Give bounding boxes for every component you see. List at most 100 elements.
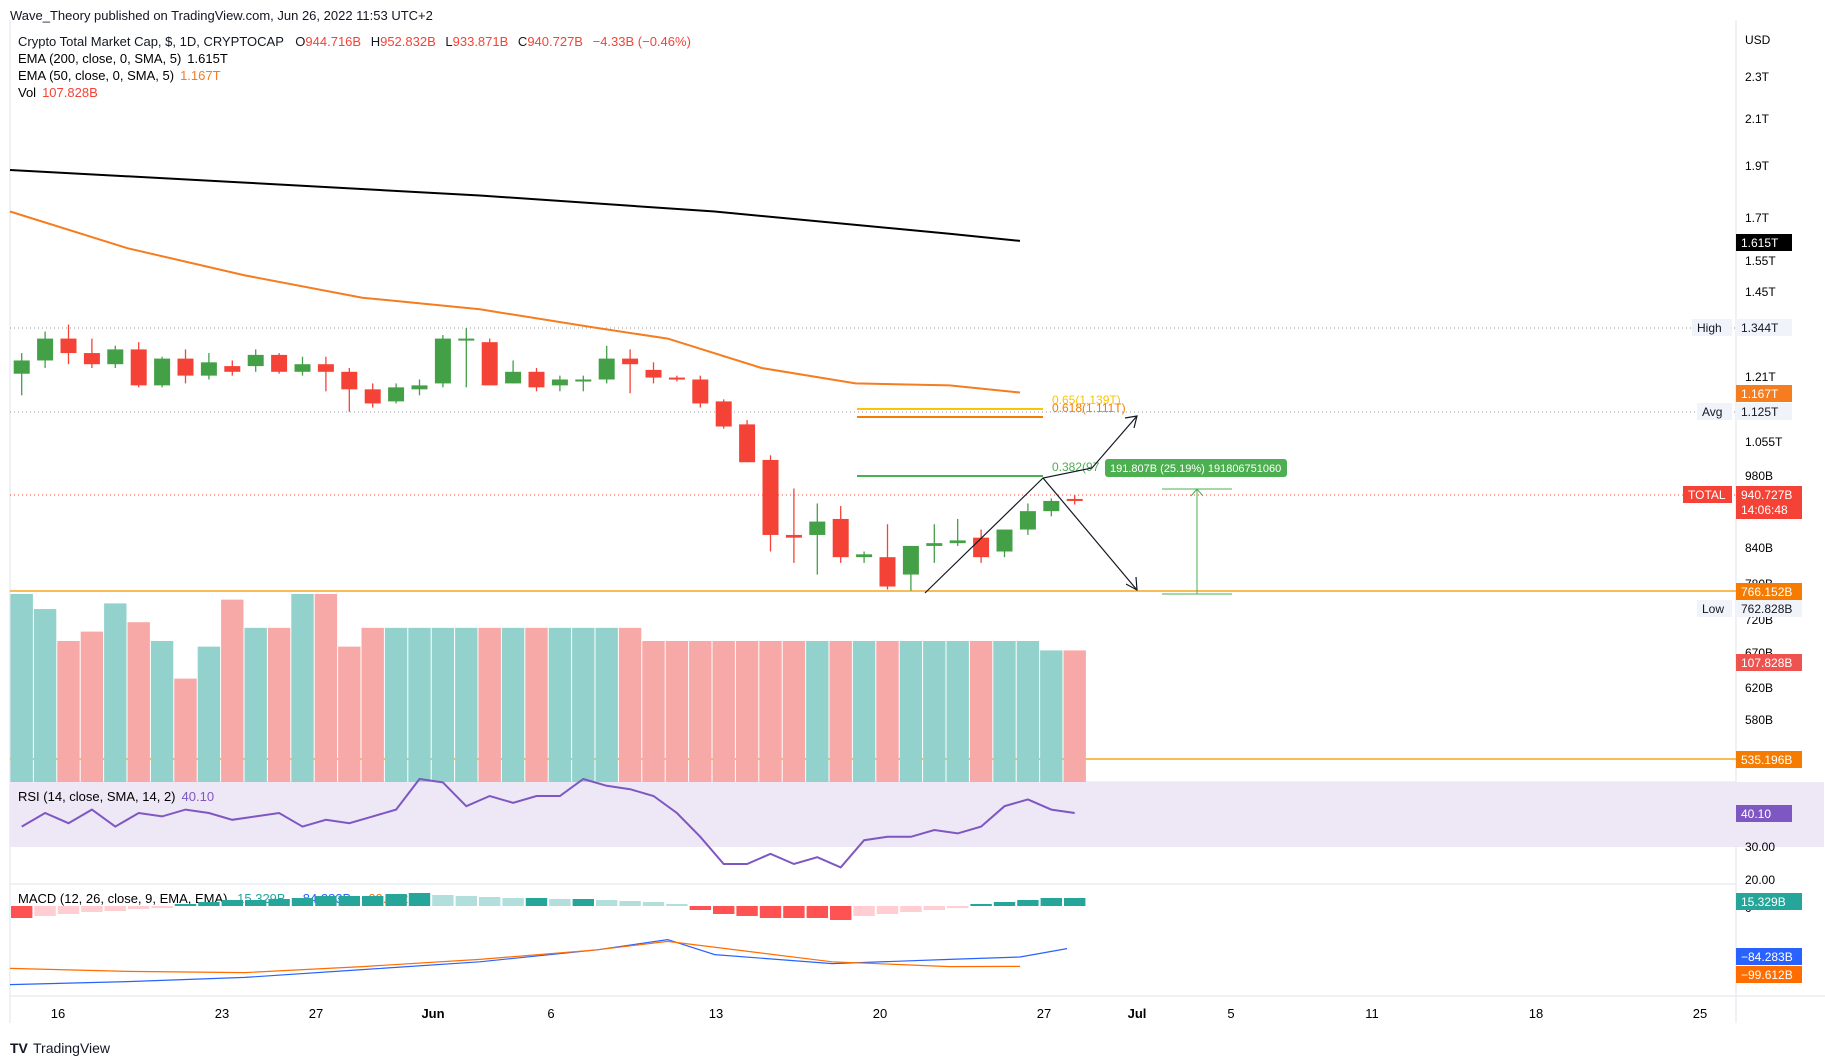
- badge-low-text: 762.828B: [1741, 602, 1792, 616]
- badge-signal-line[interactable]: −99.612B: [1736, 966, 1802, 983]
- candle-body: [645, 369, 662, 378]
- signal-line[interactable]: [9, 940, 1021, 974]
- badge-ema200[interactable]: 1.615T: [1736, 234, 1792, 251]
- time-axis[interactable]: 16 23 27 Jun 6 13 20 27 Jul 5 11 18 25: [51, 1006, 1707, 1021]
- legend-rsi-label: RSI (14, close, SMA, 14, 2): [18, 789, 176, 804]
- macd-hist-bar: [736, 906, 758, 916]
- candle-body: [294, 364, 311, 372]
- badge-high[interactable]: High 1.344T: [1692, 319, 1792, 336]
- fib-618-label: 0.618(1.111T): [1052, 401, 1126, 415]
- legend-ema200[interactable]: EMA (200, close, 0, SMA, 5) 1.615T: [18, 51, 228, 66]
- time-tick: 23: [215, 1006, 229, 1021]
- macd-hist-bar: [783, 906, 805, 918]
- volume-bar: [595, 627, 618, 782]
- volume-bar: [267, 627, 291, 782]
- projection-path-down[interactable]: [1042, 477, 1138, 591]
- badge-avg[interactable]: Avg 1.125T: [1697, 403, 1792, 420]
- macd-line[interactable]: [9, 938, 1068, 986]
- macd-hist-bar: [830, 906, 852, 920]
- candle-body: [224, 366, 241, 372]
- volume-bar: [852, 641, 876, 782]
- candle-body: [715, 401, 732, 427]
- badge-vol-text: 107.828B: [1741, 656, 1792, 670]
- price-tick: 1.055T: [1745, 435, 1783, 449]
- badge-ema50-text: 1.167T: [1741, 387, 1779, 401]
- legend-rsi-value: 40.10: [182, 789, 215, 804]
- macd-hist-bar: [221, 900, 243, 906]
- badge-macd-hist[interactable]: 15.329B: [1736, 893, 1802, 910]
- candle-body: [200, 362, 217, 376]
- macd-hist-bar: [876, 906, 899, 914]
- badge-support2[interactable]: 535.196B: [1736, 751, 1802, 768]
- badge-rsi[interactable]: 40.10: [1736, 805, 1792, 822]
- legend-macd-label: MACD (12, 26, close, 9, EMA, EMA): [18, 891, 228, 906]
- candle-body: [1043, 500, 1060, 512]
- legend-ema50-value: 1.167T: [180, 68, 221, 83]
- time-tick: 25: [1693, 1006, 1707, 1021]
- badge-total-countdown: 14:06:48: [1741, 503, 1788, 517]
- legend-ema50[interactable]: EMA (50, close, 0, SMA, 5) 1.167T: [18, 68, 221, 83]
- macd-hist-bar: [502, 898, 524, 906]
- macd-hist-bar: [338, 896, 360, 906]
- legend-ema200-value: 1.615T: [187, 51, 228, 66]
- tradingview-logo[interactable]: TV TradingView: [10, 1040, 111, 1056]
- macd-hist-bar: [853, 906, 875, 916]
- candle-body: [1066, 498, 1083, 501]
- measure-tool[interactable]: 191.807B (25.19%) 191806751060: [1105, 459, 1287, 595]
- macd-hist-bar: [362, 896, 384, 906]
- time-tick: 16: [51, 1006, 65, 1021]
- macd-hist-bar: [128, 906, 150, 909]
- candle-body: [364, 389, 381, 404]
- badge-macd-line[interactable]: −84.283B: [1736, 948, 1802, 965]
- volume-bar: [338, 646, 361, 782]
- legend-o-value: 944.716B: [305, 34, 361, 49]
- macd-hist-bar: [34, 906, 56, 916]
- candle-body: [83, 353, 100, 365]
- volume-bar: [618, 627, 642, 782]
- badge-low-tag: Low: [1702, 602, 1724, 616]
- volume-bar: [993, 641, 1016, 782]
- volume-bar: [478, 627, 501, 782]
- candle-body: [271, 354, 288, 372]
- volume-bar: [782, 641, 806, 782]
- macd-hist-bar: [104, 906, 126, 911]
- macd-hist-bar: [245, 900, 267, 906]
- legend-vol[interactable]: Vol 107.828B: [18, 85, 98, 100]
- rsi-axis[interactable]: 30.00 20.00: [1745, 840, 1775, 887]
- macd-hist-bar: [1064, 898, 1086, 906]
- candle-body: [177, 358, 194, 376]
- macd-hist-bar: [1040, 898, 1062, 906]
- badge-total[interactable]: TOTAL 940.727B 14:06:48: [1683, 486, 1802, 519]
- legend-rsi[interactable]: RSI (14, close, SMA, 14, 2) 40.10: [18, 789, 214, 804]
- badge-rsi-text: 40.10: [1741, 807, 1771, 821]
- time-tick: 20: [873, 1006, 887, 1021]
- macd-hist-bar: [666, 904, 688, 906]
- volume-bar: [291, 594, 314, 782]
- projection-path-up[interactable]: [924, 415, 1138, 594]
- volume-bar: [735, 641, 759, 782]
- volume-bar: [876, 641, 899, 782]
- candle-body: [762, 459, 779, 535]
- badge-support[interactable]: 766.152B: [1736, 583, 1802, 600]
- candle-body: [434, 338, 451, 384]
- tv-logo-icon: TV: [10, 1040, 29, 1056]
- badge-ema50[interactable]: 1.167T: [1736, 385, 1792, 402]
- legend-l-value: 933.871B: [453, 34, 509, 49]
- time-tick: 13: [709, 1006, 723, 1021]
- ema200-line[interactable]: [9, 169, 1021, 242]
- candle-body: [785, 534, 802, 538]
- fib-382-label: 0.382(97: [1052, 460, 1100, 474]
- volume-bar: [642, 641, 665, 782]
- candle-body: [528, 371, 545, 388]
- badge-vol[interactable]: 107.828B: [1736, 654, 1802, 671]
- candle-body: [481, 342, 498, 386]
- macd-hist-bar: [806, 906, 828, 918]
- price-tick: 580B: [1745, 713, 1773, 727]
- legend-symbol-line: Crypto Total Market Cap, $, 1D, CRYPTOCA…: [18, 34, 691, 49]
- badge-low[interactable]: Low 762.828B: [1697, 600, 1802, 617]
- ema50-line[interactable]: [9, 210, 1021, 394]
- candle-body: [247, 354, 264, 367]
- badge-avg-tag: Avg: [1702, 405, 1722, 419]
- rsi-line[interactable]: [21, 777, 1075, 869]
